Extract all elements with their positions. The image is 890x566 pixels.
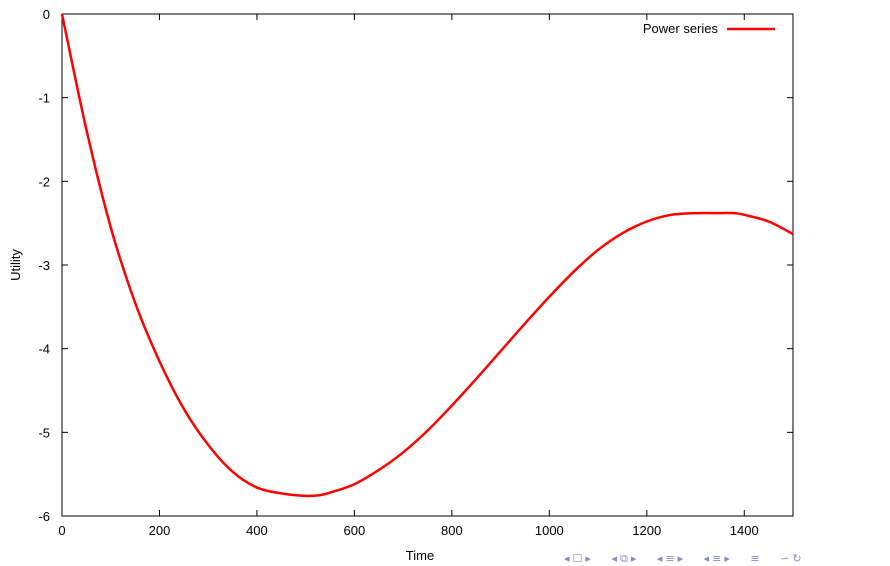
legend: Power series xyxy=(643,21,775,36)
subsection-icon[interactable]: ⧉ xyxy=(619,552,628,565)
x-tick-label: 1000 xyxy=(535,523,564,538)
x-axis-label: Time xyxy=(406,548,434,563)
x-tick-label: 600 xyxy=(344,523,366,538)
y-tick-label: -6 xyxy=(38,509,50,524)
back-icon[interactable]: ↻ xyxy=(792,552,802,565)
legend-label-power-series: Power series xyxy=(643,21,719,36)
x-tick-label: 0 xyxy=(58,523,65,538)
y-axis-label: Utility xyxy=(8,249,23,281)
search-icon[interactable]: ∽ xyxy=(780,552,790,565)
frame-next-icon[interactable]: ▸ xyxy=(585,552,591,565)
section-next-icon[interactable]: ▸ xyxy=(677,552,684,565)
x-tick-label: 1200 xyxy=(632,523,661,538)
slide-next-icon[interactable]: ▸ xyxy=(724,552,730,565)
x-tick-label: 400 xyxy=(246,523,268,538)
frame-prev-icon[interactable]: ◂ xyxy=(564,552,570,565)
subsection-next-icon[interactable]: ▸ xyxy=(630,552,637,565)
x-tick-label: 1400 xyxy=(730,523,759,538)
frame-icon[interactable]: ☐ xyxy=(572,552,583,565)
x-axis: 0 200 400 600 800 1000 1200 1400 xyxy=(58,14,759,538)
x-tick-label: 200 xyxy=(149,523,171,538)
y-tick-label: -3 xyxy=(38,258,50,273)
y-axis: 0 -1 -2 -3 -4 -5 -6 xyxy=(38,7,793,524)
y-tick-label: -2 xyxy=(38,174,50,189)
plot-area xyxy=(61,13,794,517)
series-line-power-series xyxy=(60,13,794,498)
section-prev-icon[interactable]: ◂ xyxy=(656,552,663,565)
y-tick-label: 0 xyxy=(43,7,50,22)
section-icon[interactable]: ≡ xyxy=(665,552,675,565)
align-icon[interactable]: ≡ xyxy=(750,552,760,565)
subsection-prev-icon[interactable]: ◂ xyxy=(611,552,617,565)
y-tick-label: -4 xyxy=(38,342,50,357)
slide-icon[interactable]: ≡ xyxy=(712,552,722,565)
y-tick-label: -5 xyxy=(38,425,50,440)
beamer-navigation: ◂ ☐ ▸ ◂ ⧉ ▸ ◂ ≡ ▸ ◂ ≡ ▸ ≡ ∽ ↻ xyxy=(564,552,805,566)
slide-prev-icon[interactable]: ◂ xyxy=(703,552,710,565)
y-tick-label: -1 xyxy=(38,91,50,106)
x-tick-label: 800 xyxy=(441,523,463,538)
